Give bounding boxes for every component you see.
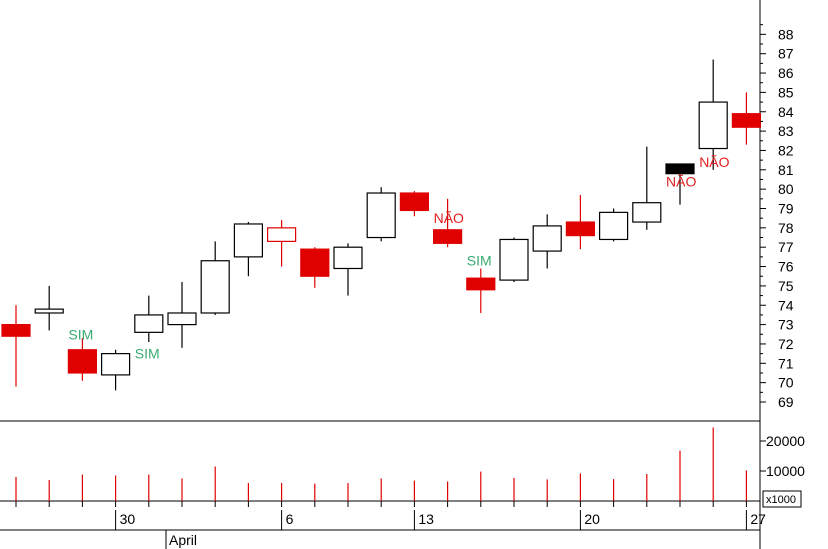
axes: 69 70 71 72 73 74 75 76 77 78 79 80 81 82 83 84 85 86 87 88… (15, 24, 805, 549)
date-tick-label: 27 (750, 511, 766, 527)
price-tick-label: 69 (778, 394, 794, 410)
price-tick-label: 73 (778, 317, 794, 333)
candle-body (665, 163, 695, 175)
price-tick-label: 80 (778, 181, 794, 197)
candle-body (433, 229, 463, 244)
price-tick-label: 71 (778, 355, 794, 371)
price-tick-label: 88 (778, 26, 794, 42)
candle-body (134, 314, 164, 333)
candle-body (67, 349, 98, 374)
price-tick-label: 81 (778, 162, 794, 178)
price-tick-label: 87 (778, 46, 794, 62)
volume-multiplier-box (762, 490, 802, 508)
price-tick-label: 74 (778, 297, 794, 313)
price-tick-label: 86 (778, 65, 794, 81)
frame (0, 0, 761, 549)
candle-body (200, 260, 230, 314)
candle-body (167, 312, 197, 326)
annotation-label: NÃO (434, 210, 464, 226)
volume-panel (15, 427, 748, 501)
volume-tick-label: 10000 (766, 463, 805, 479)
price-tick-label: 82 (778, 142, 794, 158)
candle-body (698, 101, 728, 150)
price-tick-label: 85 (778, 84, 794, 100)
candle-body (532, 225, 562, 252)
annotation-label: SIM (68, 326, 93, 342)
candle-body (565, 221, 596, 237)
date-tick-label: 30 (120, 511, 136, 527)
annotation-label: SIM (135, 346, 160, 362)
price-tick-label: 76 (778, 259, 794, 275)
date-tick-label: 6 (286, 511, 294, 527)
month-label: April (169, 532, 197, 548)
candle-body (366, 192, 396, 239)
candle-body (632, 202, 662, 223)
price-tick-label: 84 (778, 104, 794, 120)
candle-body (598, 211, 629, 241)
candle-body (333, 246, 363, 270)
candle-body (399, 192, 429, 212)
candle-body (267, 227, 297, 242)
candle-body (466, 277, 496, 291)
annotation-label: NÃO (666, 173, 696, 189)
candle-body (233, 223, 263, 258)
date-tick-label: 20 (584, 511, 600, 527)
price-tick-label: 70 (778, 375, 794, 391)
candle-body (1, 324, 31, 337)
candle-body (731, 113, 762, 128)
annotation-label: SIM (467, 253, 492, 269)
price-tick-label: 78 (778, 220, 794, 236)
price-tick-label: 72 (778, 336, 794, 352)
volume-multiplier-label: x1000 (766, 494, 796, 506)
volume-tick-label: 20000 (766, 433, 805, 449)
candle-body (100, 353, 131, 376)
price-tick-label: 75 (778, 278, 794, 294)
price-tick-label: 77 (778, 239, 794, 255)
candle-body (499, 238, 529, 281)
price-tick-label: 79 (778, 201, 794, 217)
price-tick-label: 83 (778, 123, 794, 139)
candle-body (34, 308, 64, 314)
date-tick-label: 13 (418, 511, 434, 527)
annotation-label: NÃO (699, 154, 729, 170)
candle-body (300, 248, 330, 277)
price-panel (1, 59, 762, 391)
